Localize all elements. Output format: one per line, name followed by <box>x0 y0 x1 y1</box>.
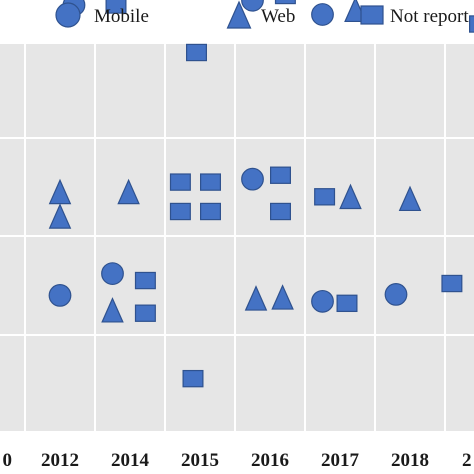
data-point-triangle <box>398 185 422 212</box>
data-point-circle <box>241 167 264 191</box>
data-point-square <box>169 202 191 221</box>
legend-marker-web <box>226 0 252 29</box>
x-tick-label: 2016 <box>251 450 289 471</box>
data-point-circle <box>101 262 124 286</box>
grid-cell <box>446 139 474 235</box>
x-tick-label: 0 <box>3 450 13 471</box>
data-point-circle <box>384 283 408 306</box>
legend-label-web: Web <box>261 6 295 27</box>
grid-cell <box>236 237 304 334</box>
data-point-square <box>314 188 336 206</box>
legend-marker-not-reported <box>360 5 384 25</box>
data-point-square <box>274 0 296 5</box>
grid-cells <box>0 44 474 431</box>
grid-cell <box>376 44 444 137</box>
data-point-square <box>186 43 208 62</box>
grid-cell <box>446 336 474 431</box>
data-point-triangle <box>339 183 362 210</box>
grid-cell <box>0 336 24 431</box>
data-point-circle <box>311 289 334 313</box>
x-tick-label: 2 <box>462 450 472 471</box>
grid-cell <box>26 44 94 137</box>
grid-cell <box>26 336 94 431</box>
grid-cell <box>96 336 164 431</box>
grid-cell <box>446 44 474 137</box>
data-point-triangle <box>244 285 268 311</box>
legend: Mobile Web Not report <box>55 0 469 29</box>
grid-cell <box>376 237 444 334</box>
grid-cell <box>306 336 374 431</box>
data-point-circle <box>241 0 264 12</box>
data-point-triangle <box>48 203 72 229</box>
legend-marker-triangle <box>226 0 252 29</box>
grid-cell <box>376 336 444 431</box>
legend-marker-circle <box>55 2 81 28</box>
x-tick-label: 2012 <box>41 450 79 471</box>
data-point-circle <box>48 284 72 307</box>
legend-marker-mobile <box>55 2 81 28</box>
legend-item-mobile: Mobile <box>55 2 149 28</box>
data-point-circle <box>311 3 334 26</box>
x-tick-label: 2017 <box>321 450 360 471</box>
x-tick-label: 2015 <box>181 450 219 471</box>
grid-cell <box>236 44 304 137</box>
data-point-square <box>134 271 156 290</box>
data-point-triangle <box>101 297 124 323</box>
x-axis-ticks: 0 2012 2014 2015 2016 2017 2018 2 <box>3 450 472 471</box>
data-point-square <box>105 0 127 14</box>
grid-cell <box>306 139 374 235</box>
x-tick-label: 2018 <box>391 450 429 471</box>
grid-cell <box>96 44 164 137</box>
grid-cell <box>236 336 304 431</box>
legend-marker-square <box>360 5 384 25</box>
grid-cell <box>0 139 24 235</box>
data-point-square <box>182 369 204 388</box>
data-point-square <box>441 274 463 293</box>
grid-cell <box>166 237 234 334</box>
x-tick-label: 2014 <box>111 450 150 471</box>
data-point-square <box>469 15 474 33</box>
grid-cell <box>0 237 24 334</box>
data-point-square <box>270 166 292 184</box>
data-point-square <box>200 202 222 221</box>
data-point-triangle <box>117 178 140 205</box>
data-point-square <box>134 304 156 322</box>
data-point-square <box>169 173 191 191</box>
data-point-triangle <box>271 284 294 310</box>
grid-cell <box>306 44 374 137</box>
legend-item-not-reported: Not report <box>360 5 469 27</box>
data-point-square <box>200 173 222 191</box>
grid-cell <box>0 44 24 137</box>
data-point-square <box>336 294 358 313</box>
legend-item-web: Web <box>226 0 295 29</box>
legend-label-mobile: Mobile <box>94 6 149 27</box>
grid-cell <box>306 237 374 334</box>
data-point-square <box>270 202 292 221</box>
legend-label-not-reported: Not report <box>390 6 469 27</box>
